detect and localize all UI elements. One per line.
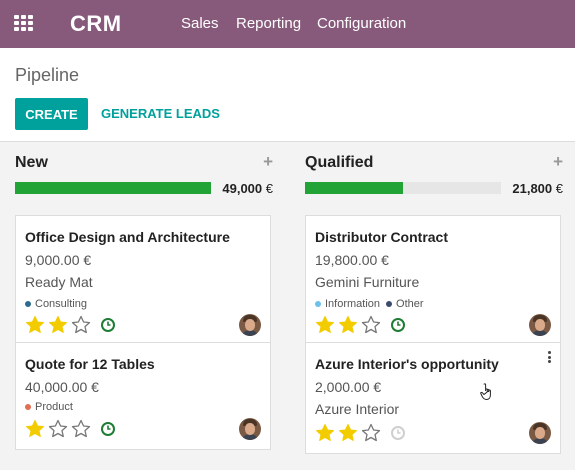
kanban-card[interactable]: Office Design and Architecture 9,000.00 …: [15, 215, 271, 343]
menu-reporting[interactable]: Reporting: [236, 15, 302, 32]
clock-icon[interactable]: [100, 421, 116, 437]
star-empty-icon[interactable]: [71, 315, 91, 335]
card-amount: 9,000.00 €: [25, 252, 92, 268]
card-title: Office Design and Architecture: [25, 229, 230, 245]
progress-fill: [15, 182, 211, 194]
kanban-card[interactable]: Distributor Contract 19,800.00 € Gemini …: [305, 215, 561, 343]
avatar[interactable]: [239, 314, 261, 336]
card-title: Quote for 12 Tables: [25, 356, 155, 372]
breadcrumb: Pipeline: [15, 65, 80, 85]
star-filled-icon[interactable]: [338, 423, 358, 443]
star-empty-icon[interactable]: [71, 419, 91, 439]
card-dropdown-kebab-icon[interactable]: [548, 351, 552, 363]
column-title: Qualified: [305, 154, 374, 171]
card-amount: 40,000.00 €: [25, 379, 99, 395]
column-total: 49,000 €: [222, 181, 273, 196]
column-progress-bar[interactable]: [305, 182, 501, 194]
quick-create-plus-icon[interactable]: +: [553, 152, 563, 171]
tag-label: Information: [325, 298, 381, 310]
card-partner: Gemini Furniture: [315, 274, 420, 290]
kanban-card[interactable]: Azure Interior's opportunity 2,000.00 € …: [305, 342, 561, 454]
clock-icon[interactable]: [100, 317, 116, 333]
tag-color-dot: [25, 404, 31, 410]
star-filled-icon[interactable]: [315, 423, 335, 443]
progress-fill: [305, 182, 403, 194]
tag-item: Information: [315, 298, 380, 310]
card-tags: Consulting: [25, 298, 87, 310]
menu-configuration[interactable]: Configuration: [317, 15, 407, 32]
card-amount: 2,000.00 €: [315, 379, 382, 395]
priority-stars: [25, 419, 91, 439]
hand-cursor-icon: [480, 383, 491, 400]
column-total-amount: 21,800: [512, 181, 553, 196]
star-empty-icon[interactable]: [48, 419, 68, 439]
menu-sales[interactable]: Sales: [181, 15, 219, 32]
top-navbar: CRM Sales Reporting Configuration: [0, 0, 575, 48]
avatar[interactable]: [529, 314, 551, 336]
priority-stars: [25, 315, 91, 335]
tag-label: Consulting: [35, 298, 87, 310]
star-filled-icon[interactable]: [25, 315, 45, 335]
tag-item: Other: [386, 298, 424, 310]
column-progress-bar[interactable]: [15, 182, 211, 194]
star-filled-icon[interactable]: [25, 419, 45, 439]
tag-item: Consulting: [25, 298, 87, 310]
avatar[interactable]: [239, 418, 261, 440]
card-partner: Azure Interior: [315, 401, 400, 417]
star-empty-icon[interactable]: [361, 315, 381, 335]
card-title: Azure Interior's opportunity: [315, 356, 499, 372]
card-tags: Product: [25, 401, 73, 413]
star-empty-icon[interactable]: [361, 423, 381, 443]
priority-stars: [315, 315, 381, 335]
clock-icon[interactable]: [390, 425, 406, 441]
column-total-amount: 49,000: [222, 181, 263, 196]
card-partner: Ready Mat: [25, 274, 93, 290]
column-title: New: [15, 154, 48, 171]
tag-color-dot: [315, 301, 321, 307]
tag-label: Other: [396, 298, 424, 310]
tag-item: Product: [25, 401, 73, 413]
control-panel: Pipeline CREATE GENERATE LEADS: [0, 48, 575, 142]
create-button[interactable]: CREATE: [15, 98, 88, 130]
card-amount: 19,800.00 €: [315, 252, 389, 268]
generate-leads-button[interactable]: GENERATE LEADS: [101, 106, 220, 121]
column-total-currency: €: [555, 181, 563, 196]
priority-stars: [315, 423, 381, 443]
tag-color-dot: [386, 301, 393, 307]
column-total: 21,800 €: [512, 181, 563, 196]
card-tags: Information Other: [315, 298, 424, 310]
kanban-card[interactable]: Quote for 12 Tables 40,000.00 € Product: [15, 342, 271, 450]
app-brand[interactable]: CRM: [70, 11, 122, 36]
clock-icon[interactable]: [390, 317, 406, 333]
card-title: Distributor Contract: [315, 229, 448, 245]
column-total-currency: €: [265, 181, 273, 196]
tag-label: Product: [35, 401, 73, 413]
star-filled-icon[interactable]: [315, 315, 335, 335]
avatar[interactable]: [529, 422, 551, 444]
star-filled-icon[interactable]: [338, 315, 358, 335]
apps-menu-icon[interactable]: [14, 15, 33, 32]
quick-create-plus-icon[interactable]: +: [263, 152, 273, 171]
star-filled-icon[interactable]: [48, 315, 68, 335]
tag-color-dot: [25, 301, 31, 307]
